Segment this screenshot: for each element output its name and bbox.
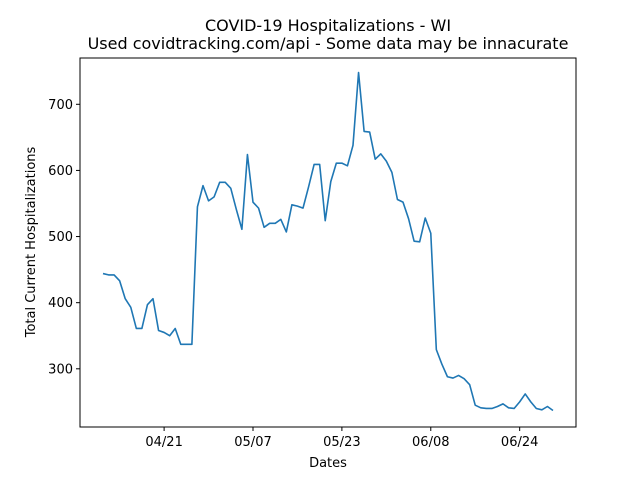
x-tick-label: 05/23 xyxy=(323,435,360,450)
plot-area xyxy=(79,57,577,428)
y-tick-label: 400 xyxy=(48,296,73,311)
y-tick-label: 700 xyxy=(48,98,73,113)
x-tick-label: 06/24 xyxy=(501,435,538,450)
x-tick-label: 06/08 xyxy=(412,435,449,450)
y-axis-ticks: 300 400 500 600 700 xyxy=(48,98,80,377)
y-tick-label: 300 xyxy=(48,362,73,377)
y-tick-label: 500 xyxy=(48,230,73,245)
chart-title: COVID-19 Hospitalizations - WI xyxy=(205,16,451,35)
x-axis-ticks: 04/21 05/07 05/23 06/08 06/24 xyxy=(145,427,538,450)
x-tick-label: 04/21 xyxy=(145,435,182,450)
x-axis-label: Dates xyxy=(309,456,347,471)
y-tick-label: 600 xyxy=(48,164,73,179)
x-tick-label: 05/07 xyxy=(234,435,271,450)
chart-subtitle: Used covidtracking.com/api - Some data m… xyxy=(88,34,569,53)
series-line xyxy=(102,71,554,412)
y-axis-label: Total Current Hospitalizations xyxy=(24,146,39,338)
